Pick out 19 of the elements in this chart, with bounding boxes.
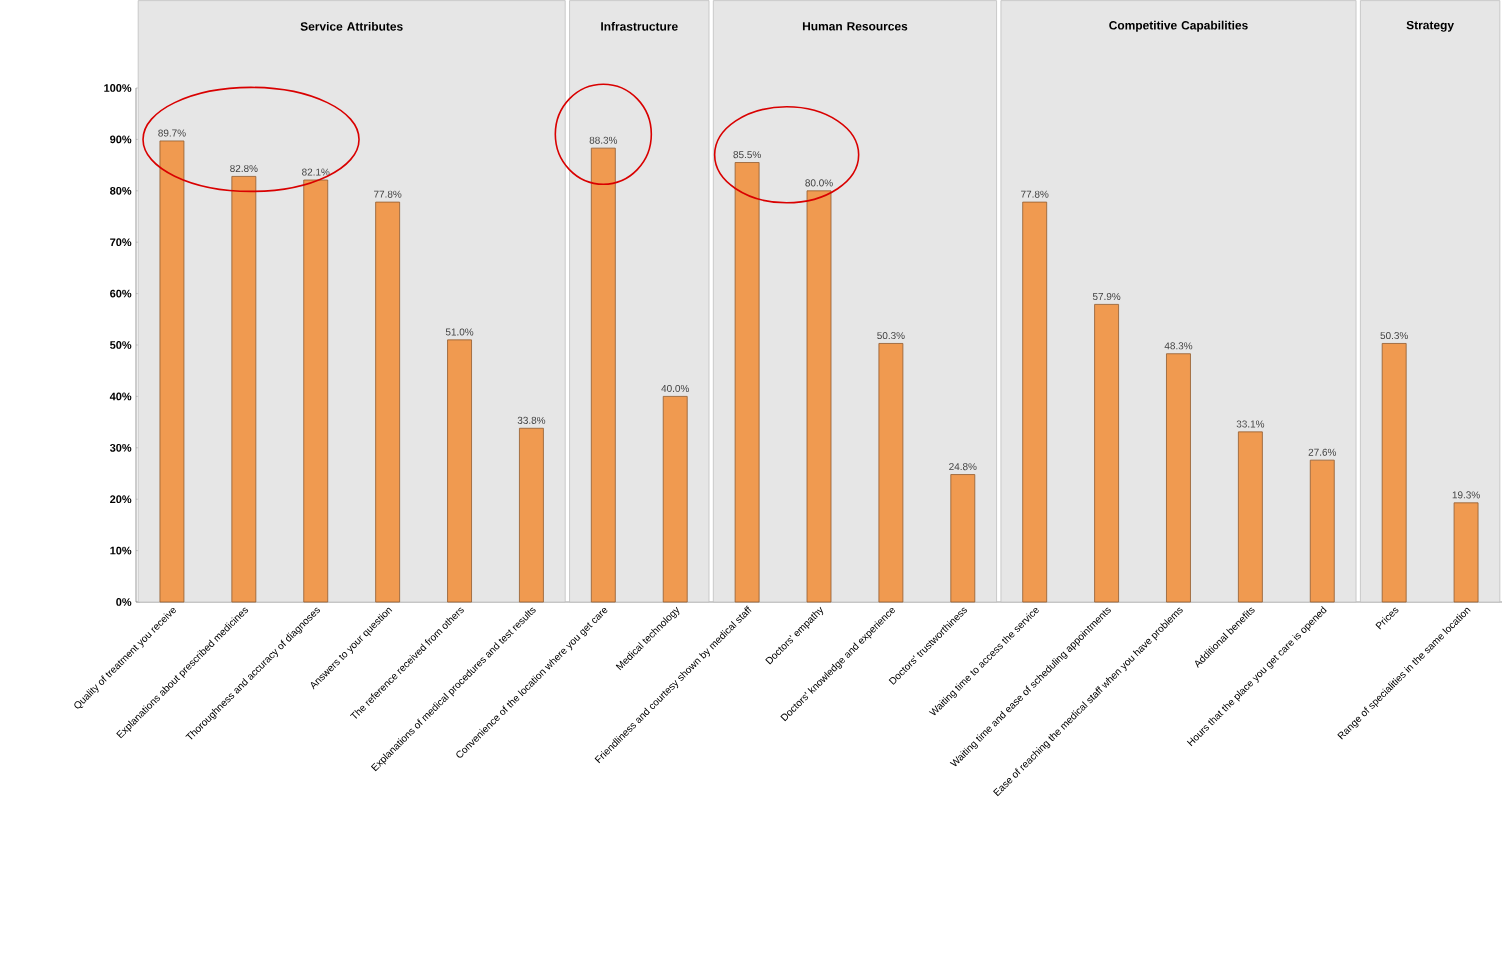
bar — [1309, 459, 1335, 603]
bar — [1453, 502, 1479, 603]
bar — [1022, 201, 1048, 603]
bar — [447, 339, 472, 603]
bar — [303, 179, 329, 603]
bar — [878, 343, 904, 603]
bar — [519, 427, 544, 603]
bar — [1237, 431, 1263, 603]
bar — [950, 474, 976, 603]
bar — [375, 201, 401, 603]
bar — [662, 396, 688, 603]
bar — [231, 176, 257, 603]
bar — [734, 162, 760, 603]
bar — [159, 140, 185, 603]
bar — [590, 147, 616, 603]
bar — [1166, 353, 1191, 603]
bar — [1094, 303, 1119, 603]
bar — [1381, 343, 1407, 603]
bar — [806, 190, 832, 603]
